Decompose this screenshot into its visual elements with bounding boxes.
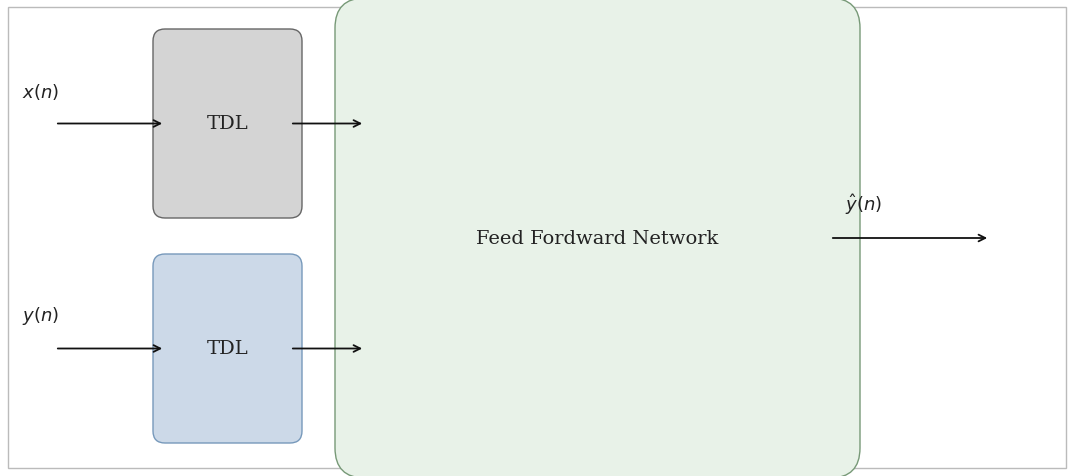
Text: $y(n)$: $y(n)$ (21, 305, 59, 327)
Text: $\hat{y}(n)$: $\hat{y}(n)$ (845, 192, 882, 217)
Text: TDL: TDL (206, 340, 248, 358)
FancyBboxPatch shape (8, 8, 1066, 468)
FancyBboxPatch shape (335, 0, 860, 476)
Text: $x(n)$: $x(n)$ (21, 82, 59, 102)
FancyBboxPatch shape (153, 255, 302, 443)
Text: Feed Fordward Network: Feed Fordward Network (476, 229, 719, 248)
Text: TDL: TDL (206, 115, 248, 133)
FancyBboxPatch shape (153, 30, 302, 218)
